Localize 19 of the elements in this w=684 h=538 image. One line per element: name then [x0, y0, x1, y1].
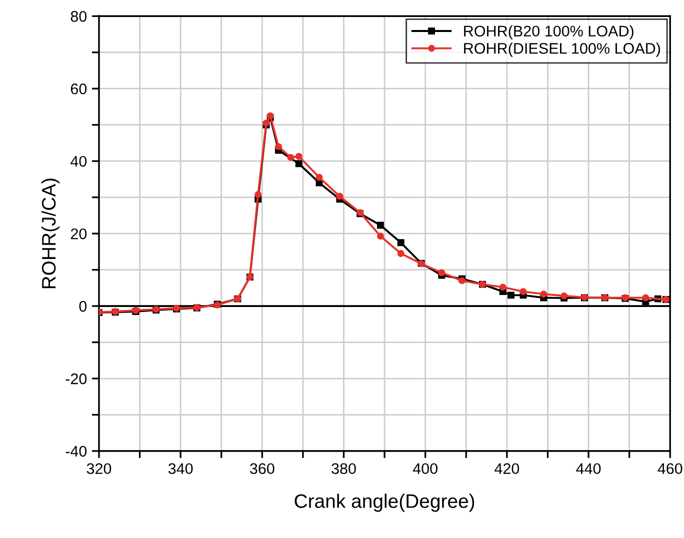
- y-axis-title: ROHR(J/CA): [41, 178, 60, 288]
- y-tick-label: 0: [79, 300, 87, 312]
- x-tick-label: 460: [658, 463, 682, 474]
- x-tick-label: 320: [86, 463, 112, 474]
- x-tick-label: 440: [576, 463, 601, 474]
- legend-label: ROHR(DIESEL 100% LOAD): [464, 42, 660, 57]
- x-axis-title: Crank angle(Degree): [294, 494, 474, 512]
- y-tick-label: 20: [70, 228, 87, 240]
- y-tick-label: 80: [70, 11, 87, 22]
- y-tick-label: -40: [66, 446, 87, 457]
- x-tick-label: 400: [412, 463, 438, 474]
- y-tick-label: 60: [70, 83, 87, 94]
- y-tick-label: 40: [70, 156, 87, 167]
- x-tick-label: 340: [168, 463, 193, 474]
- x-tick-label: 380: [332, 463, 356, 474]
- x-tick-label: 360: [250, 463, 274, 474]
- legend-label: ROHR(B20 100% LOAD): [464, 25, 634, 40]
- y-tick-label: -20: [66, 373, 87, 384]
- x-tick-label: 420: [494, 463, 520, 474]
